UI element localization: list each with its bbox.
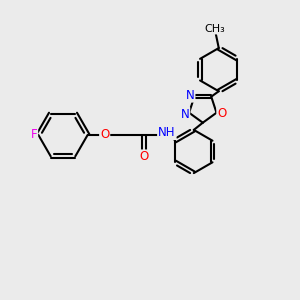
Text: NH: NH	[158, 126, 175, 139]
Text: N: N	[181, 108, 189, 121]
Text: N: N	[186, 89, 194, 102]
Text: O: O	[217, 107, 226, 120]
Text: O: O	[100, 128, 109, 142]
Text: O: O	[139, 150, 148, 164]
Text: F: F	[31, 128, 37, 142]
Text: CH₃: CH₃	[205, 24, 226, 34]
